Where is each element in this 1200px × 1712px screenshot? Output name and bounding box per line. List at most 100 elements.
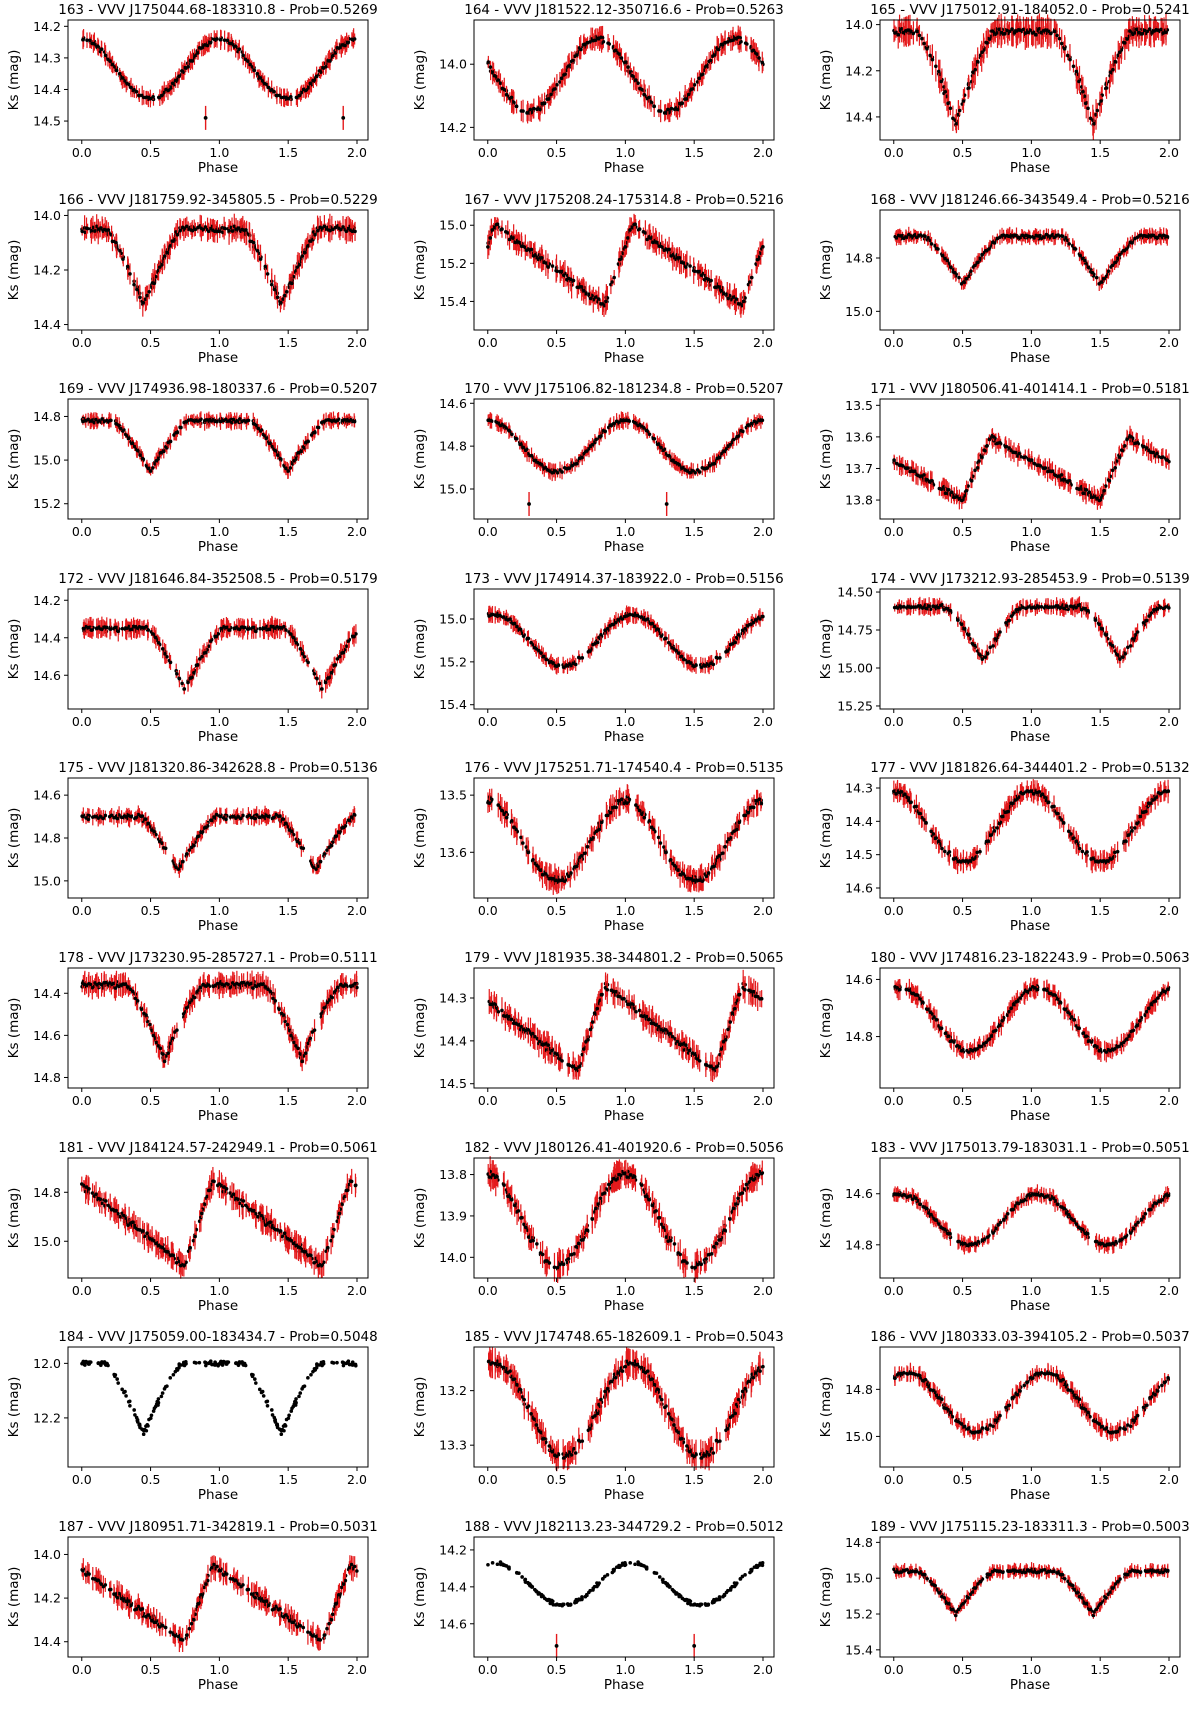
data-point bbox=[588, 40, 592, 44]
data-point bbox=[183, 65, 187, 70]
data-point bbox=[540, 101, 544, 106]
data-point bbox=[985, 41, 989, 45]
data-point bbox=[954, 121, 959, 126]
data-point bbox=[677, 255, 682, 260]
x-tick-label: 1.0 bbox=[209, 524, 229, 539]
data-point bbox=[619, 56, 624, 60]
data-point bbox=[144, 95, 149, 99]
data-point bbox=[222, 226, 226, 230]
x-tick-label: 1.5 bbox=[278, 335, 298, 350]
data-point bbox=[531, 254, 536, 258]
data-point bbox=[118, 426, 123, 431]
data-point bbox=[121, 257, 125, 261]
data-point bbox=[154, 458, 159, 463]
data-point bbox=[638, 86, 642, 91]
data-point bbox=[110, 62, 115, 67]
data-point bbox=[1034, 32, 1038, 37]
data-point bbox=[686, 92, 691, 97]
data-point bbox=[680, 466, 684, 470]
data-point bbox=[521, 109, 525, 113]
data-point bbox=[162, 449, 166, 454]
y-axis-label: Ks (mag) bbox=[412, 50, 428, 111]
chart-164: 164 - VVV J181522.12-350716.6 - Prob=0.5… bbox=[412, 2, 784, 176]
data-point bbox=[644, 428, 649, 433]
data-point bbox=[523, 448, 528, 453]
data-point bbox=[683, 97, 687, 101]
data-point bbox=[733, 36, 738, 41]
data-point bbox=[290, 281, 294, 286]
data-point bbox=[636, 81, 640, 86]
data-point bbox=[193, 227, 198, 232]
x-axis-label: Phase bbox=[604, 160, 644, 176]
data-point bbox=[234, 227, 238, 231]
data-point bbox=[1006, 234, 1011, 238]
data-point bbox=[743, 41, 748, 45]
data-point bbox=[1086, 106, 1090, 111]
x-tick-label: 0.5 bbox=[953, 335, 973, 350]
data-point bbox=[1158, 233, 1162, 238]
data-point bbox=[688, 264, 692, 268]
data-point bbox=[541, 260, 546, 265]
data-point bbox=[987, 247, 991, 251]
x-tick-label: 1.0 bbox=[209, 335, 229, 350]
data-point bbox=[1074, 69, 1079, 74]
data-point bbox=[995, 236, 1000, 241]
data-point bbox=[288, 466, 293, 470]
plot-frame bbox=[879, 19, 1181, 141]
outlier-point bbox=[527, 502, 531, 506]
data-point bbox=[1027, 234, 1032, 239]
data-point bbox=[606, 41, 610, 45]
data-point bbox=[114, 68, 119, 73]
data-point bbox=[1048, 31, 1053, 36]
data-point bbox=[128, 272, 132, 276]
x-tick-label: 0.0 bbox=[478, 524, 498, 539]
data-point bbox=[651, 436, 656, 441]
data-point bbox=[738, 302, 742, 306]
data-point bbox=[929, 242, 934, 246]
y-tick-label: 15.2 bbox=[33, 496, 61, 511]
data-point bbox=[1078, 253, 1082, 258]
data-point bbox=[125, 81, 129, 86]
data-point bbox=[215, 37, 219, 41]
data-point bbox=[297, 93, 301, 98]
x-tick-label: 0.0 bbox=[884, 335, 904, 350]
data-point bbox=[194, 418, 198, 423]
y-axis-label: Ks (mag) bbox=[6, 429, 22, 490]
data-point bbox=[634, 78, 638, 82]
data-point bbox=[138, 295, 142, 300]
data-point bbox=[279, 95, 284, 100]
data-point bbox=[1067, 242, 1071, 246]
data-point bbox=[626, 236, 630, 240]
data-point bbox=[80, 229, 84, 234]
data-point bbox=[719, 288, 724, 293]
data-point bbox=[1088, 116, 1093, 121]
data-point bbox=[299, 449, 304, 454]
data-point bbox=[1072, 246, 1077, 251]
data-point bbox=[350, 37, 354, 42]
data-point bbox=[597, 434, 602, 439]
x-tick-label: 0.5 bbox=[547, 145, 567, 160]
x-axis-label: Phase bbox=[198, 350, 238, 366]
data-point bbox=[1080, 256, 1085, 261]
data-point bbox=[1128, 29, 1132, 33]
data-point bbox=[1052, 29, 1057, 34]
data-point bbox=[585, 40, 590, 45]
data-point bbox=[102, 227, 107, 232]
x-tick-label: 0.0 bbox=[478, 145, 498, 160]
data-point bbox=[141, 300, 146, 305]
data-point bbox=[1159, 27, 1163, 32]
data-point bbox=[1002, 32, 1007, 36]
data-point bbox=[957, 275, 961, 280]
data-point bbox=[255, 249, 260, 253]
chart-title: 165 - VVV J175012.91-184052.0 - Prob=0.5… bbox=[870, 2, 1189, 18]
data-point bbox=[152, 281, 157, 286]
data-point bbox=[549, 92, 553, 97]
data-point bbox=[258, 76, 263, 80]
data-point bbox=[749, 275, 754, 280]
data-point bbox=[514, 104, 519, 108]
data-point bbox=[558, 80, 562, 84]
data-point bbox=[495, 420, 499, 425]
x-tick-label: 0.5 bbox=[141, 335, 161, 350]
y-axis-label: Ks (mag) bbox=[412, 429, 428, 490]
data-point bbox=[147, 289, 151, 294]
